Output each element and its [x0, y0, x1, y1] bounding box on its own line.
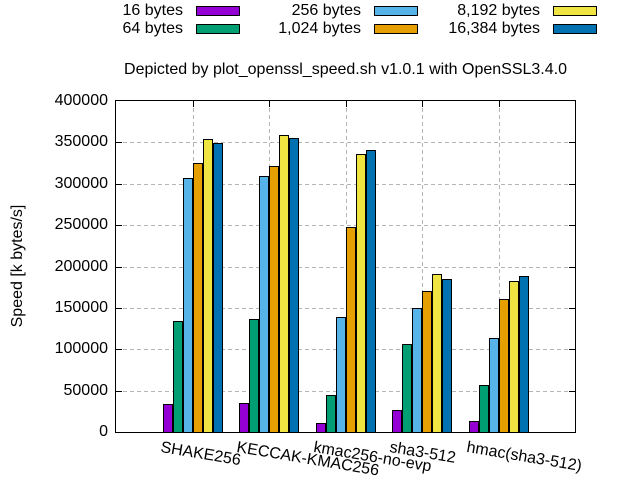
legend-label: 16,384 bytes	[448, 20, 540, 37]
legend-item: 1,024 bytes	[204, 20, 418, 38]
legend-label: 16 bytes	[122, 2, 183, 19]
y-tick-mark-left	[116, 183, 122, 185]
y-tick-label: 400000	[54, 92, 108, 109]
y-tick-mark-left	[116, 225, 122, 227]
legend-swatch	[553, 24, 597, 34]
bar-64bytes-hmacsha3512	[478, 385, 489, 432]
x-tick-mark-top	[422, 101, 423, 107]
bar-64bytes-SHAKE256	[172, 321, 183, 432]
bar-16384bytes-KECCAKKMAC256	[289, 138, 299, 432]
legend-swatch	[374, 24, 418, 34]
y-tick-mark-right	[569, 183, 575, 185]
bar-16384bytes-kmac256noevp	[365, 150, 376, 432]
y-tick-mark-right	[569, 225, 575, 227]
x-tick-label: hmac(sha3-512)	[464, 439, 583, 476]
y-tick-mark-left	[116, 266, 122, 268]
x-tick-mark-top	[498, 101, 500, 107]
bar-1024bytes-SHAKE256	[192, 163, 203, 432]
y-tick-mark-left	[116, 390, 122, 392]
y-tick-mark-left	[116, 142, 122, 144]
bar-8192bytes-kmac256noevp	[355, 154, 366, 432]
bar-16384bytes-hmacsha3512	[518, 276, 529, 432]
bar-1024bytes-sha3512	[422, 291, 432, 432]
y-tick-label: 350000	[54, 133, 108, 151]
bar-8192bytes-SHAKE256	[202, 139, 213, 432]
bar-16bytes-hmacsha3512	[468, 421, 479, 432]
bar-8192bytes-KECCAKKMAC256	[279, 135, 289, 432]
bar-16bytes-kmac256noevp	[315, 423, 326, 432]
legend-swatch	[553, 6, 597, 16]
y-tick-label: 300000	[54, 174, 108, 192]
bar-8192bytes-sha3512	[432, 274, 442, 432]
legend-item: 16,384 bytes	[383, 20, 597, 38]
legend-swatch	[196, 24, 240, 34]
bar-16384bytes-sha3512	[442, 279, 452, 432]
bar-256bytes-sha3512	[412, 308, 422, 432]
legend-label: 64 bytes	[122, 20, 183, 37]
y-tick-label: 100000	[54, 340, 108, 358]
y-tick-mark-left	[116, 307, 122, 309]
bar-256bytes-kmac256noevp	[335, 317, 346, 432]
legend-item: 256 bytes	[204, 2, 418, 20]
gridline-vertical	[498, 101, 500, 432]
legend-label: 8,192 bytes	[457, 2, 540, 19]
legend-item: 64 bytes	[26, 20, 240, 38]
y-tick-label: 150000	[54, 298, 108, 316]
bar-16bytes-KECCAKKMAC256	[239, 403, 249, 432]
y-tick-label: 200000	[54, 257, 108, 275]
bar-256bytes-SHAKE256	[182, 178, 193, 432]
y-tick-label: 250000	[54, 216, 108, 234]
bar-64bytes-sha3512	[402, 344, 412, 432]
x-tick-mark-top	[192, 101, 194, 107]
legend-item: 8,192 bytes	[383, 2, 597, 20]
bar-256bytes-KECCAKKMAC256	[259, 176, 269, 432]
bar-64bytes-kmac256noevp	[325, 395, 336, 432]
bar-16bytes-SHAKE256	[162, 404, 173, 432]
bar-16384bytes-SHAKE256	[212, 143, 223, 432]
bar-256bytes-hmacsha3512	[488, 338, 499, 432]
bar-64bytes-KECCAKKMAC256	[249, 319, 259, 432]
plot-area	[115, 100, 576, 433]
y-tick-mark-right	[569, 307, 575, 309]
y-tick-mark-right	[569, 349, 575, 351]
bar-1024bytes-kmac256noevp	[345, 227, 356, 432]
y-tick-mark-right	[569, 266, 575, 268]
legend-item: 16 bytes	[26, 2, 240, 20]
bar-16bytes-sha3512	[392, 410, 402, 432]
bar-1024bytes-hmacsha3512	[498, 299, 509, 432]
x-tick-mark-top	[269, 101, 270, 107]
legend-swatch	[374, 6, 418, 16]
y-tick-mark-right	[569, 390, 575, 392]
gridline-vertical	[422, 101, 423, 432]
y-tick-label: 50000	[63, 381, 109, 399]
legend-label: 256 bytes	[291, 2, 361, 19]
x-tick-mark-top	[345, 101, 347, 107]
y-tick-mark-right	[569, 142, 575, 144]
legend-label: 1,024 bytes	[278, 20, 361, 37]
y-tick-mark-left	[116, 349, 122, 351]
y-tick-label: 0	[99, 423, 108, 440]
legend-swatch	[196, 6, 240, 16]
bar-1024bytes-KECCAKKMAC256	[269, 166, 279, 432]
chart-title: Depicted by plot_openssl_speed.sh v1.0.1…	[124, 61, 567, 78]
x-tick-label: SHAKE256	[158, 439, 242, 470]
bar-8192bytes-hmacsha3512	[508, 281, 519, 432]
